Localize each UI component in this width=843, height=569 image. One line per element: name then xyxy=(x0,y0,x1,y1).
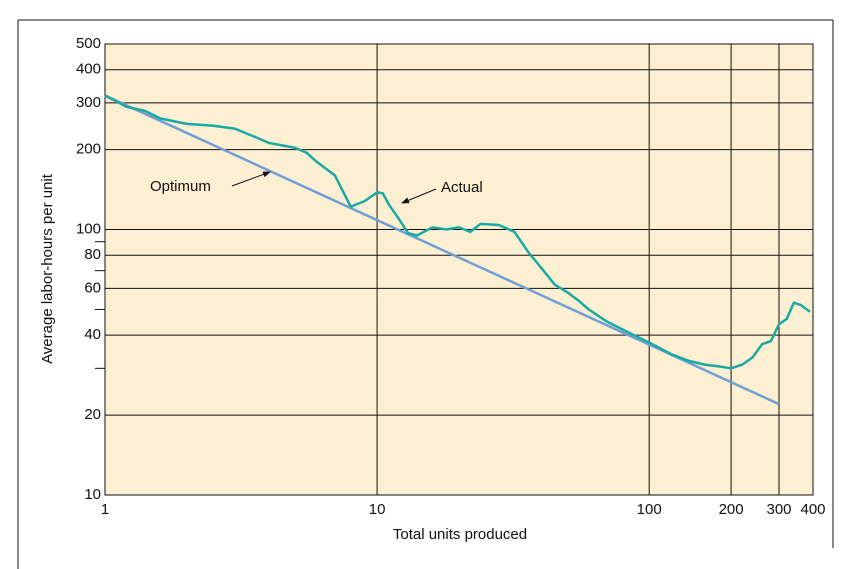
y-tick-label: 300 xyxy=(76,94,101,111)
line-series xyxy=(104,94,811,370)
x-tick-label: 1 xyxy=(101,501,109,518)
x-tick-label: 300 xyxy=(766,501,791,518)
y-tick-label: 40 xyxy=(84,326,101,343)
x-tick-label: 400 xyxy=(800,501,825,518)
y-tick-label: 20 xyxy=(84,406,101,423)
y-tick-label: 400 xyxy=(76,61,101,78)
annotation: Optimum xyxy=(150,178,211,195)
annotation-arrow xyxy=(231,171,271,187)
annotation: Actual xyxy=(441,179,483,196)
y-tick-label: 80 xyxy=(84,246,101,263)
y-tick-label: 500 xyxy=(76,35,101,52)
y-tick-label: 200 xyxy=(76,141,101,158)
annotation-arrow xyxy=(401,188,437,204)
x-tick-label: 10 xyxy=(369,501,386,518)
y-tick-label: 60 xyxy=(84,279,101,296)
x-tick-label: 100 xyxy=(637,501,662,518)
y-tick-label: 100 xyxy=(76,221,101,238)
y-tick-label: 10 xyxy=(84,486,101,503)
y-axis-label: Average labor-hours per unit xyxy=(39,173,56,364)
x-axis-label: Total units produced xyxy=(393,526,527,543)
plot-background xyxy=(104,43,814,496)
x-tick-label: 200 xyxy=(719,501,744,518)
